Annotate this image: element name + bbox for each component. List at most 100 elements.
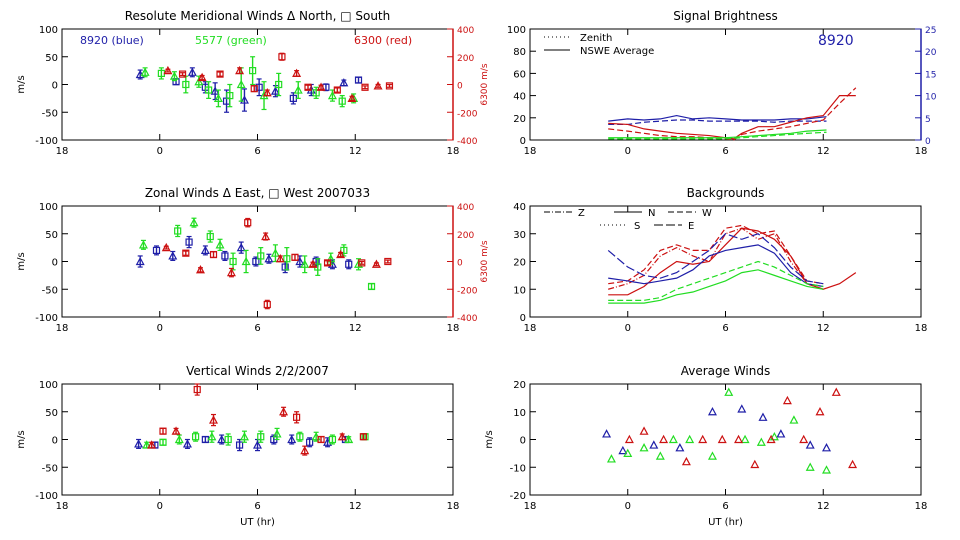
data-point [255,83,263,91]
data-point [262,88,272,97]
x-tick-label: 0 [157,501,163,512]
data-point [316,82,326,91]
data-point [236,242,246,252]
data-point [185,238,193,246]
x-tick-label: 18 [447,146,460,157]
data-point [278,53,286,61]
data-point [142,440,152,449]
data-point [257,433,265,441]
data-point [737,404,747,413]
data-point [789,415,799,424]
data-point [317,435,325,444]
series-green-zenith [608,131,827,140]
data-point [287,434,297,444]
y-tick-label: -10 [510,463,526,474]
data-point [215,240,225,249]
data-point [606,454,616,463]
y-tick-label: 100 [39,25,58,36]
data-point [264,253,274,263]
y-tick-right-label: 20 [925,48,937,58]
y-tick-label: 0 [52,81,58,92]
y-tick-label: 40 [513,92,526,103]
data-point [221,252,229,260]
data-point [200,245,210,254]
series-blue-zenith [608,119,827,126]
data-point [292,68,302,78]
data-point [339,78,349,87]
y-tick-right-label: 15 [925,70,936,80]
data-point [707,451,717,460]
series-6300 [163,52,394,102]
series-line [608,119,827,126]
data-point [161,242,171,252]
x-tick-label: 0 [625,146,631,157]
y-tick-right-label: -200 [457,109,478,119]
series-line [608,94,856,140]
data-point [799,434,809,444]
series-6300 [161,217,392,310]
series-red-zenith [608,87,857,141]
data-point [224,435,232,444]
y-tick-label: 10 [513,285,526,296]
chart-title: Zonal Winds Δ East, □ West 2007033 [145,186,370,200]
data-point [194,76,204,86]
data-point [239,431,249,441]
y-tick-label: -50 [42,108,58,119]
data-point [371,259,381,268]
y-tick-right-label: 400 [457,203,474,213]
y-tick-right-label: -400 [457,137,478,147]
y-tick-right-label: 0 [925,137,931,147]
data-point [344,434,354,444]
chart-title: Resolute Meridional Winds Δ North, □ Sou… [125,9,391,23]
data-point [182,80,190,89]
data-point [345,260,353,268]
data-point [384,257,392,266]
y-axis-label: m/s [16,252,27,270]
y-tick-label: 100 [507,25,526,36]
data-point [138,240,148,249]
data-point [758,412,768,421]
data-point [209,250,218,259]
legend-label: E [688,221,694,232]
legend-red: 6300 (red) [354,34,412,47]
data-point [295,256,305,266]
series-line [608,227,857,296]
data-point [134,439,144,448]
data-point [217,434,227,444]
y-tick-label: 20 [513,114,526,125]
data-point [195,265,205,274]
data-point [252,440,263,449]
x-tick-label: 18 [524,501,537,512]
data-point [675,443,685,452]
data-point [659,434,669,444]
data-point [270,248,280,257]
y-tick-label: -20 [510,491,526,502]
data-point [336,249,346,259]
data-point [270,86,280,95]
data-point [300,259,310,268]
x-tick-label: 12 [349,146,362,157]
series-8920 [135,67,363,113]
x-tick-label: 18 [56,146,69,157]
x-tick-label: 18 [56,323,69,334]
legend-label: N [648,208,655,219]
data-point [815,406,825,416]
plot-frame [61,205,454,318]
y-tick-right-label: 10 [925,93,937,103]
x-tick-label: 0 [157,146,163,157]
x-tick-label: 6 [722,501,728,512]
data-point [182,439,192,448]
data-point [685,434,695,444]
data-point [209,415,219,424]
y-tick-label: 50 [45,230,58,241]
legend-label: Z [578,208,585,219]
data-point [805,440,815,449]
data-point [300,445,310,455]
y-tick-label: 0 [520,313,526,324]
data-point [293,85,303,94]
x-tick-label: 18 [524,323,537,334]
data-point [257,252,265,260]
y-tick-label: 10 [513,408,526,419]
